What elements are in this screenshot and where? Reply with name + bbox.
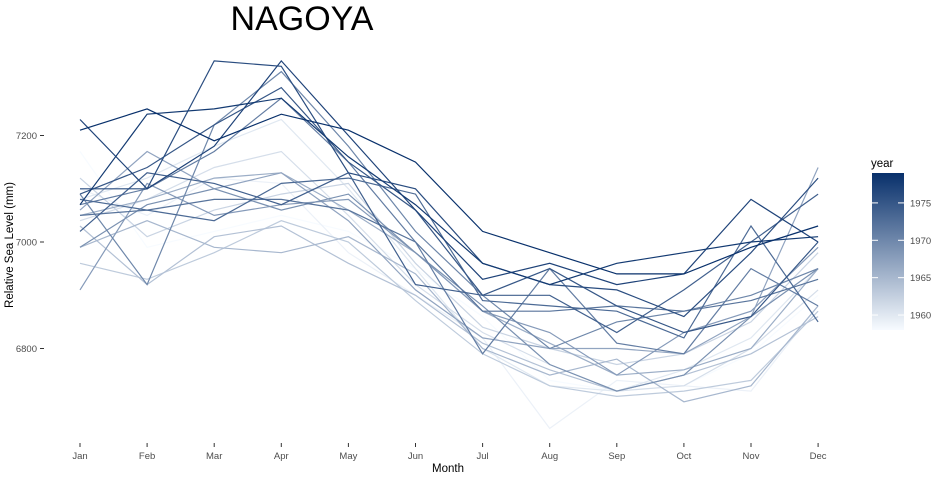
series-line-1971: [79, 97, 819, 355]
x-tick-label: Jul: [477, 451, 489, 462]
x-tick-label: Oct: [677, 451, 692, 462]
series-line-1970: [79, 70, 819, 350]
series-line-1975: [79, 86, 819, 334]
legend-tick-label: 1960: [910, 311, 931, 322]
series-group: [79, 59, 819, 430]
y-axis-label: Relative Sea Level (mm): [4, 182, 16, 308]
x-tick-label: Jan: [72, 451, 87, 462]
series-line-1967: [79, 150, 819, 355]
x-tick-label: Jun: [408, 451, 423, 462]
series-line-1965: [79, 220, 819, 403]
x-axis-label: Month: [432, 463, 464, 475]
series-line-1964: [79, 225, 819, 392]
x-tick-label: May: [339, 451, 357, 462]
legend-tick-label: 1970: [910, 236, 931, 247]
legend-tick-label: 1975: [910, 198, 931, 209]
x-tick-label: Feb: [139, 451, 155, 462]
legend-colorbar: [872, 173, 904, 330]
legend-tick-label: 1965: [910, 273, 931, 284]
series-line-1979: [79, 108, 819, 275]
x-tick-label: Mar: [206, 451, 222, 462]
chart-title: NAGOYA: [231, 0, 374, 38]
series-line-1972: [79, 198, 819, 312]
series-line-1963: [79, 220, 819, 398]
series-line-1958: [79, 151, 819, 392]
x-axis: Jan Feb Mar Apr May Jun Jul Aug Sep Oct Nov Dec: [72, 443, 827, 462]
legend-title: year: [871, 158, 894, 170]
x-tick-label: Nov: [743, 451, 760, 462]
x-tick-label: Apr: [274, 451, 289, 462]
x-tick-label: Sep: [608, 451, 625, 462]
x-tick-label: Aug: [541, 451, 558, 462]
series-line-1962: [79, 177, 819, 366]
series-line-1959: [79, 177, 819, 430]
legend: year 1960 1965 1970 1975: [871, 158, 931, 330]
series-line-1977: [79, 59, 819, 286]
series-line-1960: [79, 118, 819, 392]
legend-ticks: 1960 1965 1970 1975: [872, 198, 931, 322]
y-tick-label: 7200: [16, 131, 37, 142]
series-line-1969: [79, 188, 819, 392]
y-tick-label: 6800: [16, 344, 37, 355]
y-tick-label: 7000: [16, 238, 37, 249]
y-axis: 6800 7000 7200: [16, 131, 44, 355]
series-line-1976: [80, 60, 819, 318]
series-line-1961: [79, 150, 819, 392]
series-line-1973: [79, 177, 819, 339]
x-tick-label: Dec: [810, 451, 827, 462]
series-line-1974: [79, 172, 819, 334]
series-line-1968: [79, 182, 819, 376]
series-line-1978: [79, 97, 819, 286]
